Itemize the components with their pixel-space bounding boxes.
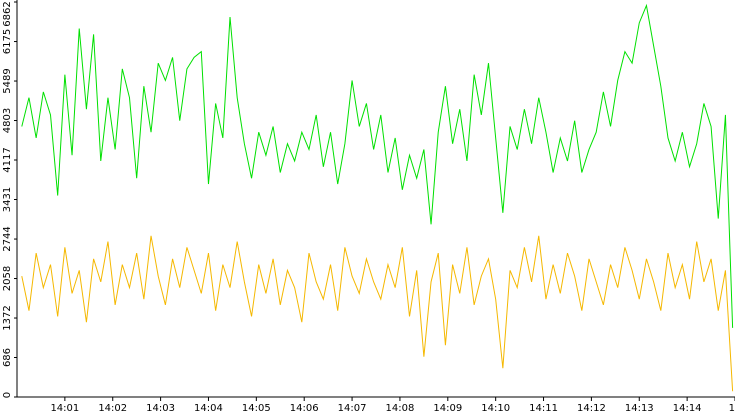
y-tick-label: 1372 (2, 305, 13, 330)
y-tick-label: 0 (2, 392, 13, 398)
y-tick-label: 2058 (2, 266, 13, 291)
y-tick-label: 2744 (2, 226, 13, 251)
x-tick-label: 14:04 (194, 403, 223, 414)
x-tick-label: 14 (729, 403, 735, 414)
series-line (21, 3, 734, 328)
x-tick-label: 14:02 (98, 403, 127, 414)
x-tick-label: 14:06 (290, 403, 319, 414)
y-tick-label: 6175 (2, 29, 13, 54)
y-tick-label: 3431 (2, 187, 13, 212)
y-tick-label: 5489 (2, 68, 13, 93)
x-tick-label: 14:09 (433, 403, 462, 414)
x-tick-label: 14:08 (386, 403, 415, 414)
y-tick-label: 4803 (2, 108, 13, 133)
x-tick-label: 14:13 (625, 403, 654, 414)
x-tick-label: 14:14 (673, 403, 702, 414)
y-tick-label: 4117 (2, 147, 13, 172)
x-tick-label: 14:03 (146, 403, 175, 414)
series-line (21, 235, 734, 392)
x-tick-label: 14:11 (529, 403, 558, 414)
x-tick-label: 14:10 (481, 403, 510, 414)
x-tick-label: 14:12 (577, 403, 606, 414)
x-tick-label: 14:07 (338, 403, 367, 414)
y-tick-label: 686 (2, 348, 13, 367)
x-tick-label: 14:01 (50, 403, 79, 414)
x-tick-label: 14:05 (242, 403, 271, 414)
y-tick-label: 6862 (2, 1, 13, 26)
